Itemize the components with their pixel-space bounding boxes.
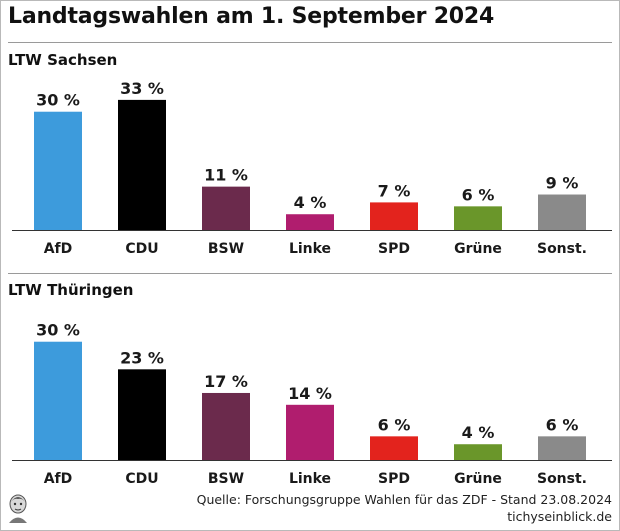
value-label: 17 % bbox=[204, 372, 248, 391]
bar-sonst bbox=[538, 194, 586, 230]
bar-grne bbox=[454, 444, 502, 460]
bar-spd bbox=[370, 202, 418, 230]
category-label: Linke bbox=[289, 241, 331, 257]
category-label: Grüne bbox=[454, 471, 502, 487]
category-label: SPD bbox=[378, 241, 410, 257]
category-label: BSW bbox=[208, 241, 244, 257]
value-label: 4 % bbox=[462, 423, 495, 442]
category-label: BSW bbox=[208, 471, 244, 487]
bar-afd bbox=[34, 341, 82, 460]
category-label: Sonst. bbox=[537, 241, 587, 257]
category-label: CDU bbox=[125, 471, 158, 487]
value-label: 6 % bbox=[462, 185, 495, 204]
bar-cdu bbox=[118, 99, 166, 230]
category-label: Sonst. bbox=[537, 471, 587, 487]
bar-bsw bbox=[202, 186, 250, 230]
value-label: 6 % bbox=[546, 415, 579, 434]
bar-linke bbox=[286, 404, 334, 460]
bar-bsw bbox=[202, 392, 250, 460]
category-label: Grüne bbox=[454, 241, 502, 257]
site-credit: tichyseinblick.de bbox=[507, 509, 612, 524]
source-note: Quelle: Forschungsgruppe Wahlen für das … bbox=[196, 492, 612, 507]
value-label: 11 % bbox=[204, 166, 248, 185]
value-label: 23 % bbox=[120, 348, 164, 367]
category-label: CDU bbox=[125, 241, 158, 257]
chart-sachsen: 30 % AfD 33 % CDU 11 % BSW 4 % Linke 7 % SPD 6 % Gr… bbox=[12, 79, 612, 257]
value-label: 4 % bbox=[294, 193, 327, 212]
value-label: 30 % bbox=[36, 91, 80, 110]
value-label: 6 % bbox=[378, 415, 411, 434]
bar-linke bbox=[286, 214, 334, 230]
category-label: Linke bbox=[289, 471, 331, 487]
value-label: 33 % bbox=[120, 79, 164, 98]
bar-sonst bbox=[538, 436, 586, 460]
bar-grne bbox=[454, 206, 502, 230]
chart-thueringen: 30 % AfD 23 % CDU 17 % BSW 14 % Linke 6 % SPD 4 % G… bbox=[12, 321, 612, 487]
value-label: 30 % bbox=[36, 321, 80, 340]
divider bbox=[8, 42, 612, 43]
category-label: SPD bbox=[378, 471, 410, 487]
bar-afd bbox=[34, 111, 82, 230]
value-label: 9 % bbox=[546, 174, 579, 193]
bar-spd bbox=[370, 436, 418, 460]
value-label: 7 % bbox=[378, 181, 411, 200]
bar-cdu bbox=[118, 369, 166, 460]
value-label: 14 % bbox=[288, 384, 332, 403]
category-label: AfD bbox=[44, 471, 73, 487]
page-title: Landtagswahlen am 1. September 2024 bbox=[8, 4, 495, 29]
portrait-logo-icon bbox=[9, 494, 27, 523]
chart-title-thueringen: LTW Thüringen bbox=[8, 281, 134, 299]
chart-title-sachsen: LTW Sachsen bbox=[8, 51, 118, 69]
category-label: AfD bbox=[44, 241, 73, 257]
divider bbox=[8, 273, 612, 274]
